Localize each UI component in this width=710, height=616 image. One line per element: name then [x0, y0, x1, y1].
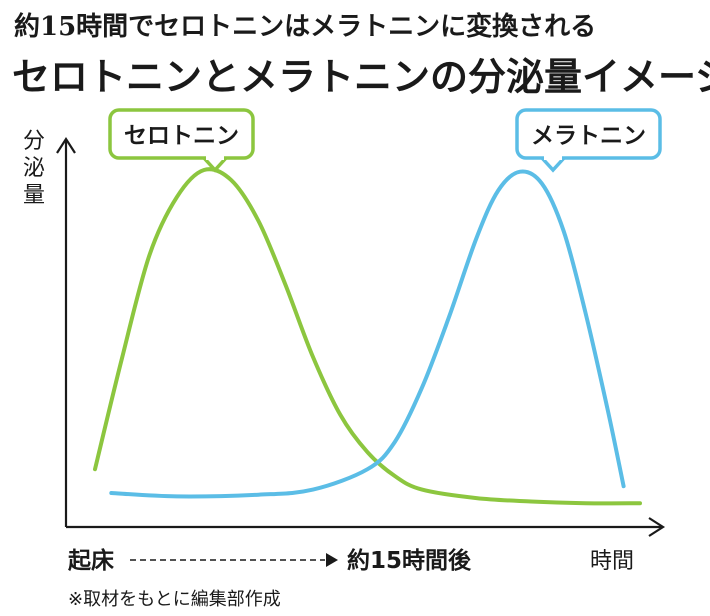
chart-title: セロトニンとメラトニンの分泌量イメージ [12, 55, 710, 99]
time-span-arrow-icon [326, 553, 338, 567]
melatonin-curve [109, 169, 626, 499]
curves [93, 167, 642, 506]
y-axis-label: 分泌量 [23, 129, 45, 208]
callouts: セロトニン メラトニン [108, 108, 662, 173]
x-end-label: 約15時間後 [347, 547, 472, 574]
source-note: ※取材をもとに編集部作成 [68, 589, 281, 610]
chart-subtitle: 約15時間でセロトニンはメラトニンに変換される [14, 12, 597, 42]
x-axis-label: 時間 [590, 549, 634, 574]
melatonin-label: メラトニン [531, 123, 646, 149]
x-axis-arrow-icon [648, 517, 666, 537]
serotonin-callout: セロトニン [108, 108, 255, 173]
y-axis-arrow-icon [56, 136, 76, 154]
x-start-label: 起床 [68, 547, 114, 574]
serotonin-label: セロトニン [124, 123, 239, 149]
serotonin-curve [93, 167, 642, 506]
melatonin-callout: メラトニン [515, 108, 662, 173]
axes [56, 136, 666, 537]
